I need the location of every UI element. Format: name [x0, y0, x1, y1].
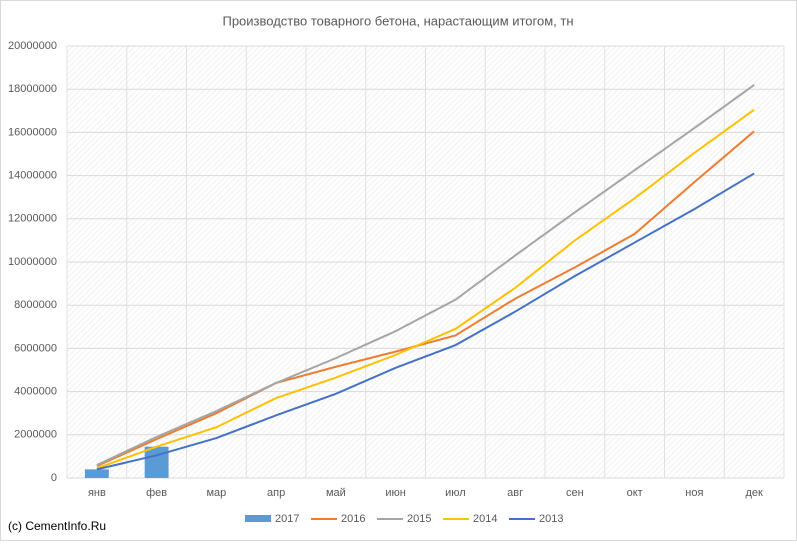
x-tick-label: авг — [507, 487, 523, 499]
x-tick-label: июл — [445, 487, 466, 499]
y-tick-label: 14000000 — [8, 170, 57, 182]
legend-label: 2015 — [407, 513, 431, 525]
x-tick-label: фев — [146, 487, 167, 499]
x-tick-label: мар — [206, 487, 226, 499]
y-tick-label: 6000000 — [14, 342, 57, 354]
legend-label: 2013 — [539, 513, 563, 525]
y-tick-label: 2000000 — [14, 429, 57, 441]
y-tick-label: 16000000 — [8, 126, 57, 138]
legend-label: 2016 — [341, 513, 365, 525]
line — [96, 130, 755, 468]
legend-label: 2014 — [473, 513, 497, 525]
y-tick-label: 12000000 — [8, 213, 57, 225]
legend-label: 2017 — [275, 513, 299, 525]
y-tick-label: 0 — [51, 472, 57, 484]
chart-title: Производство товарного бетона, нарастающ… — [222, 13, 573, 28]
x-tick-label: сен — [566, 487, 584, 499]
x-tick-label: окт — [627, 487, 643, 499]
y-tick-label: 20000000 — [8, 40, 57, 52]
line — [96, 84, 755, 466]
y-tick-label: 10000000 — [8, 256, 57, 268]
x-tick-label: июн — [385, 487, 405, 499]
line — [96, 108, 755, 470]
y-tick-label: 18000000 — [8, 83, 57, 95]
y-tick-label: 8000000 — [14, 299, 57, 311]
bar — [84, 469, 109, 478]
x-tick-label: дек — [745, 487, 763, 499]
x-tick-label: ноя — [685, 487, 703, 499]
x-tick-label: май — [326, 487, 346, 499]
line — [96, 172, 755, 471]
x-tick-label: янв — [88, 487, 106, 499]
bar — [144, 446, 169, 478]
y-tick-label: 4000000 — [14, 386, 57, 398]
x-tick-label: апр — [267, 487, 285, 499]
legend-swatch — [245, 515, 271, 522]
credit: (c) CementInfo.Ru — [8, 519, 106, 533]
